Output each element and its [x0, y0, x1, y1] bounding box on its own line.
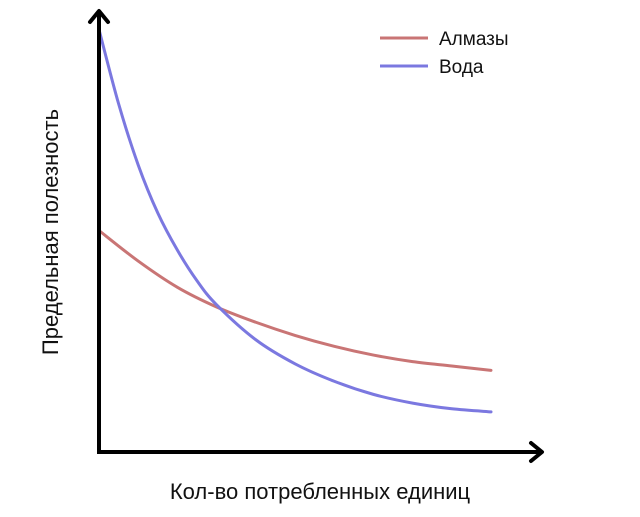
x-axis-label: Кол-во потребленных единиц — [170, 479, 471, 504]
legend-label-almazy: Алмазы — [439, 29, 509, 50]
x-axis-arrow-icon — [529, 441, 544, 463]
y-axis-arrow-icon — [88, 9, 110, 24]
series-line-0 — [97, 229, 493, 372]
axes — [88, 9, 544, 463]
legend: Алмазы Вода — [380, 29, 509, 78]
legend-label-voda: Вода — [439, 57, 484, 78]
y-axis-label: Предельная полезность — [38, 109, 63, 355]
plot-lines — [97, 27, 493, 414]
series-line-1 — [97, 27, 493, 414]
